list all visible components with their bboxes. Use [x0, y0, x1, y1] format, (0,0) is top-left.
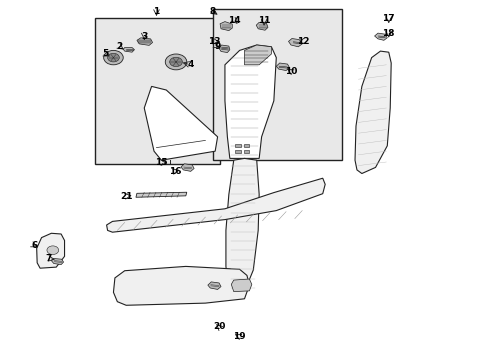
Text: 8: 8	[209, 7, 215, 16]
Bar	[212, 9, 342, 160]
Text: 9: 9	[214, 42, 221, 51]
Polygon shape	[136, 192, 186, 197]
Polygon shape	[219, 45, 229, 53]
Text: 21: 21	[120, 192, 132, 201]
Text: 5: 5	[102, 49, 108, 58]
Polygon shape	[181, 164, 194, 171]
Text: 10: 10	[284, 67, 297, 76]
Text: 18: 18	[382, 29, 394, 37]
Text: 17: 17	[382, 14, 394, 23]
Text: 6: 6	[31, 241, 37, 250]
Circle shape	[47, 246, 59, 255]
Polygon shape	[224, 45, 276, 158]
Polygon shape	[220, 22, 232, 31]
Text: 13: 13	[207, 37, 220, 46]
Polygon shape	[374, 33, 386, 40]
Bar	[243, 144, 249, 147]
Polygon shape	[276, 63, 289, 71]
Text: 1: 1	[153, 7, 159, 16]
Polygon shape	[354, 51, 390, 174]
Polygon shape	[51, 258, 63, 265]
Polygon shape	[37, 233, 64, 268]
Polygon shape	[225, 158, 259, 293]
Polygon shape	[288, 39, 302, 47]
Circle shape	[103, 50, 123, 65]
Polygon shape	[256, 22, 267, 30]
Bar	[234, 150, 240, 153]
Bar	[234, 144, 240, 147]
Text: 19: 19	[233, 332, 245, 341]
Bar	[95, 18, 220, 164]
Text: 7: 7	[45, 254, 52, 263]
Polygon shape	[244, 45, 271, 65]
Text: 12: 12	[296, 37, 309, 46]
Text: 14: 14	[228, 16, 241, 25]
Text: 4: 4	[187, 60, 194, 69]
Polygon shape	[207, 282, 221, 289]
Bar	[243, 150, 249, 153]
Circle shape	[107, 53, 119, 62]
Text: 2: 2	[117, 42, 122, 51]
Polygon shape	[144, 86, 217, 160]
Text: 11: 11	[257, 16, 270, 25]
Text: 3: 3	[141, 32, 147, 41]
Polygon shape	[137, 38, 152, 45]
Polygon shape	[113, 266, 249, 305]
Circle shape	[169, 57, 182, 67]
Text: 16: 16	[168, 166, 181, 175]
Polygon shape	[106, 178, 325, 232]
Polygon shape	[231, 279, 251, 292]
Circle shape	[165, 54, 186, 70]
Text: 15: 15	[155, 158, 167, 167]
Text: 20: 20	[212, 323, 225, 331]
Polygon shape	[123, 48, 134, 52]
